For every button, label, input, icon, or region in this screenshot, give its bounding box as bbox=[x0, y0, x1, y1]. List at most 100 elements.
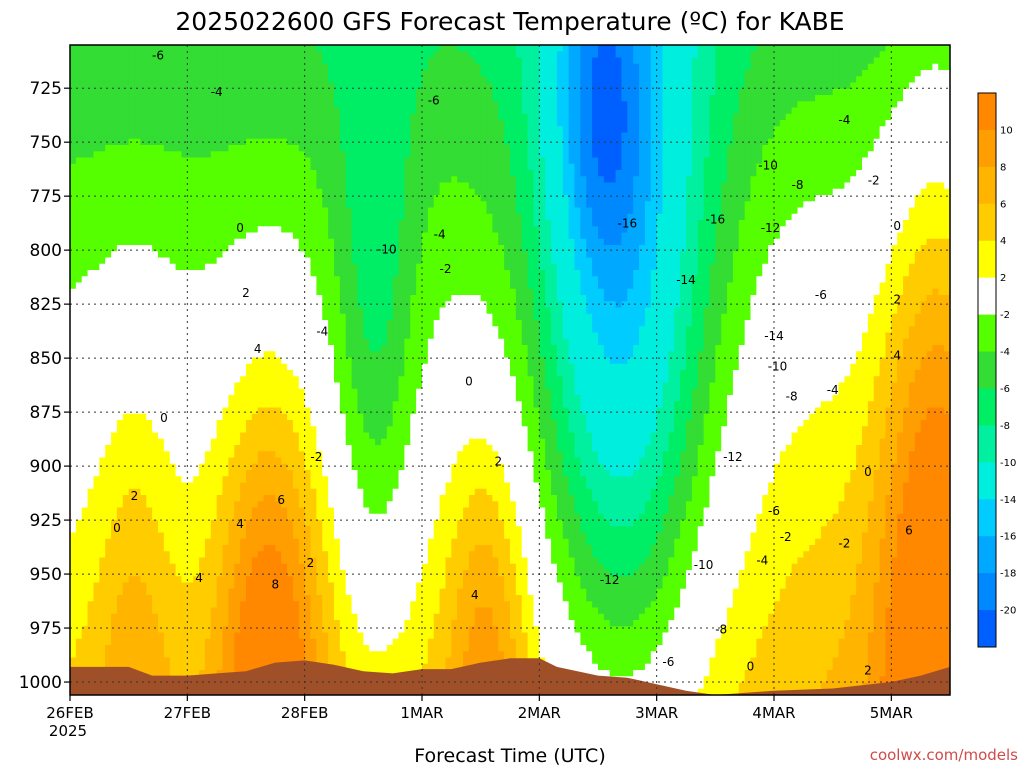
temperature-cell bbox=[345, 88, 353, 96]
temperature-cell bbox=[87, 370, 95, 377]
temperature-cell bbox=[81, 413, 89, 421]
temperature-cell bbox=[158, 101, 165, 109]
temperature-cell bbox=[210, 495, 218, 502]
temperature-cell bbox=[122, 345, 130, 352]
temperature-cell bbox=[216, 588, 224, 596]
temperature-cell bbox=[287, 157, 294, 165]
temperature-cell bbox=[87, 188, 95, 196]
temperature-cell bbox=[163, 76, 171, 84]
temperature-cell bbox=[75, 476, 83, 484]
temperature-cell bbox=[111, 332, 118, 340]
temperature-cell bbox=[339, 551, 347, 559]
temperature-cell bbox=[298, 282, 306, 290]
temperature-cell bbox=[163, 595, 171, 602]
temperature-cell bbox=[146, 488, 153, 496]
temperature-cell bbox=[175, 201, 183, 209]
temperature-cell bbox=[316, 638, 323, 646]
temperature-cell bbox=[140, 438, 147, 446]
temperature-cell bbox=[140, 588, 147, 596]
temperature-cell bbox=[199, 282, 206, 290]
temperature-cell bbox=[193, 595, 200, 602]
temperature-cell bbox=[158, 170, 165, 177]
temperature-cell bbox=[99, 201, 106, 209]
temperature-cell bbox=[334, 376, 341, 384]
temperature-cell bbox=[93, 588, 100, 596]
temperature-cell bbox=[116, 482, 124, 490]
temperature-cell bbox=[322, 595, 329, 602]
temperature-cell bbox=[322, 526, 329, 534]
temperature-cell bbox=[181, 488, 188, 496]
temperature-cell bbox=[169, 57, 177, 65]
temperature-cell bbox=[257, 245, 265, 252]
temperature-cell bbox=[281, 651, 288, 659]
temperature-cell bbox=[99, 101, 106, 109]
temperature-cell bbox=[169, 588, 177, 596]
temperature-cell bbox=[316, 457, 323, 465]
temperature-cell bbox=[240, 401, 247, 409]
temperature-cell bbox=[187, 551, 194, 559]
temperature-cell bbox=[240, 220, 247, 227]
temperature-cell bbox=[75, 301, 83, 309]
temperature-cell bbox=[116, 126, 124, 134]
temperature-cell bbox=[140, 495, 147, 502]
temperature-cell bbox=[140, 413, 147, 421]
temperature-cell bbox=[105, 476, 112, 484]
temperature-cell bbox=[322, 576, 329, 584]
temperature-cell bbox=[128, 488, 136, 496]
temperature-cell bbox=[204, 357, 212, 365]
temperature-cell bbox=[75, 132, 83, 140]
temperature-cell bbox=[263, 607, 271, 615]
temperature-cell bbox=[269, 438, 276, 446]
temperature-cell bbox=[111, 45, 118, 52]
temperature-cell bbox=[257, 157, 265, 165]
temperature-cell bbox=[99, 395, 106, 402]
temperature-cell bbox=[158, 151, 165, 159]
temperature-cell bbox=[75, 463, 83, 471]
temperature-cell bbox=[275, 563, 282, 571]
temperature-cell bbox=[75, 445, 83, 452]
temperature-cell bbox=[122, 538, 130, 546]
temperature-cell bbox=[81, 432, 89, 440]
temperature-cell bbox=[287, 170, 294, 177]
temperature-cell bbox=[99, 257, 106, 265]
temperature-cell bbox=[128, 307, 136, 315]
temperature-cell bbox=[275, 588, 282, 596]
temperature-cell bbox=[128, 445, 136, 452]
temperature-cell bbox=[216, 151, 224, 159]
temperature-cell bbox=[328, 620, 335, 627]
temperature-cell bbox=[70, 313, 77, 321]
temperature-cell bbox=[105, 332, 112, 340]
temperature-cell bbox=[187, 226, 194, 234]
temperature-cell bbox=[216, 595, 224, 602]
temperature-cell bbox=[292, 488, 300, 496]
temperature-cell bbox=[316, 476, 323, 484]
temperature-cell bbox=[204, 257, 212, 265]
temperature-cell bbox=[298, 501, 306, 509]
temperature-cell bbox=[199, 70, 206, 77]
temperature-cell bbox=[122, 101, 130, 109]
temperature-cell bbox=[292, 245, 300, 252]
temperature-cell bbox=[257, 513, 265, 521]
temperature-cell bbox=[158, 82, 165, 90]
temperature-cell bbox=[287, 520, 294, 527]
temperature-cell bbox=[199, 332, 206, 340]
temperature-cell bbox=[275, 351, 282, 359]
temperature-cell bbox=[140, 451, 147, 459]
temperature-cell bbox=[345, 595, 353, 602]
temperature-cell bbox=[339, 282, 347, 290]
temperature-cell bbox=[152, 645, 159, 652]
temperature-cell bbox=[99, 420, 106, 427]
temperature-cell bbox=[246, 645, 253, 652]
temperature-cell bbox=[70, 582, 77, 590]
temperature-cell bbox=[111, 407, 118, 415]
temperature-cell bbox=[99, 495, 106, 502]
temperature-cell bbox=[334, 457, 341, 465]
temperature-cell bbox=[193, 220, 200, 227]
temperature-cell bbox=[163, 313, 171, 321]
temperature-cell bbox=[246, 232, 253, 240]
temperature-cell bbox=[210, 213, 218, 221]
temperature-cell bbox=[193, 476, 200, 484]
temperature-cell bbox=[292, 313, 300, 321]
temperature-cell bbox=[111, 126, 118, 134]
temperature-cell bbox=[87, 57, 95, 65]
